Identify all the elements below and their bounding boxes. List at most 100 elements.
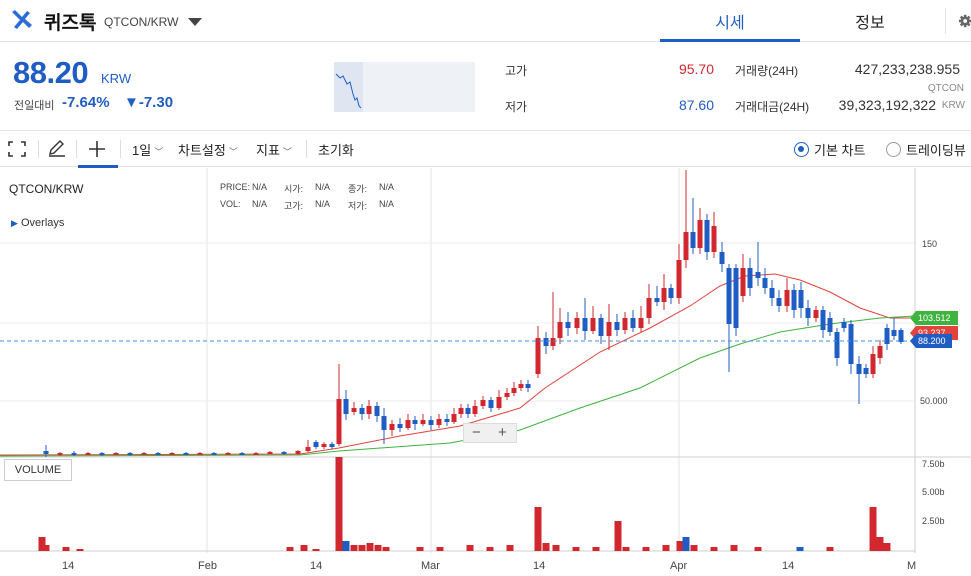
candle-body [472, 406, 478, 414]
volume-bar [342, 541, 350, 551]
ohlc-vol-val: N/A [252, 199, 268, 209]
ohlc-open-label: 시가: [284, 184, 304, 194]
price-chart[interactable]: 150 50.000 7.50b 5.00b 2.50b 103.512 93.237 88.… [0, 168, 971, 576]
candle-body [155, 453, 161, 455]
candle-body [405, 420, 411, 428]
indicators-menu[interactable]: 지표 ﹀ [256, 143, 292, 158]
candle-body [606, 322, 612, 336]
volume-bar [614, 521, 622, 551]
candle-body [557, 322, 563, 338]
candle-body [733, 268, 739, 328]
change-amount: ▼-7.30 [124, 94, 174, 111]
candle-body [313, 442, 319, 447]
candle-body [740, 268, 746, 296]
chart-settings-menu[interactable]: 차트설정 ﹀ [178, 143, 238, 158]
volume-bar [730, 545, 738, 551]
volume-bar [436, 547, 444, 551]
candle-body [374, 406, 380, 416]
candle-body [726, 268, 732, 324]
zoom-control: − + [463, 423, 517, 443]
candle-body [343, 399, 349, 414]
ohlc-low-label: 저가: [348, 201, 368, 211]
candle-body [211, 453, 217, 455]
chevron-down-icon: ﹀ [154, 147, 164, 157]
chevron-down-icon[interactable] [188, 18, 202, 26]
candle-body [848, 324, 854, 364]
candle-body [668, 288, 674, 298]
x-tick-label: 14 [782, 560, 794, 572]
change-label: 전일대비 [14, 100, 55, 112]
candle-body [535, 338, 541, 374]
candle-body [598, 318, 604, 336]
candle-body [183, 453, 189, 455]
y-tick-label: 150 [922, 239, 937, 249]
tradingview-label[interactable]: 트레이딩뷰 [906, 143, 966, 158]
candle-body [622, 318, 628, 330]
ma-long-tag-label: 103.512 [918, 313, 951, 323]
amount-value: 39,323,192,322 [838, 97, 936, 113]
zoom-out-button[interactable]: − [472, 424, 481, 441]
volume-bar [710, 547, 718, 551]
candle-body [436, 419, 442, 425]
candle-body [518, 384, 524, 388]
zoom-in-button[interactable]: + [498, 424, 507, 441]
gear-icon[interactable] [945, 8, 971, 34]
x-tick-label: 14 [310, 560, 322, 572]
volume-bar [38, 537, 46, 551]
ohlc-close-val: N/A [379, 182, 395, 192]
amount-label: 거래대금(24H) [735, 100, 810, 114]
interval-select[interactable]: 1일 ﹀ [132, 143, 164, 158]
volume-bar [676, 541, 684, 551]
overlays-toggle[interactable]: ▶ Overlays [11, 217, 65, 229]
chevron-down-icon: ﹀ [282, 147, 292, 157]
volume-bar [622, 547, 630, 551]
candle-body [683, 232, 689, 260]
tab-info[interactable]: 정보 [855, 15, 885, 32]
volume-tick-label: 7.50b [922, 459, 945, 469]
candle-body [863, 368, 869, 374]
candle-body [654, 298, 660, 302]
candle-body [329, 444, 335, 447]
candle-body [336, 399, 342, 444]
volume-bar [76, 549, 84, 551]
candle-body [397, 424, 403, 428]
volume-label: 거래량(24H) [735, 64, 799, 78]
candle-body [43, 451, 49, 454]
candle-body [444, 419, 450, 422]
change-rate: -7.64% [62, 94, 110, 111]
tab-price[interactable]: 시세 [715, 15, 745, 32]
pencil-icon[interactable] [47, 140, 67, 158]
volume-bar [42, 545, 50, 551]
candle-body [590, 318, 596, 331]
volume-bar [754, 547, 762, 551]
basic-chart-label[interactable]: 기본 차트 [814, 143, 866, 158]
chevron-down-icon: ﹀ [228, 147, 238, 157]
chart-toolbar: 1일 ﹀ 차트설정 ﹀ 지표 ﹀ 초기화 기본 차트 트레이딩뷰 [0, 130, 971, 168]
candle-body [141, 453, 147, 455]
volume-bar [286, 547, 294, 551]
volume-bar [466, 545, 474, 551]
candle-body [480, 400, 486, 406]
candle-body [582, 318, 588, 331]
candle-body [57, 453, 63, 455]
crosshair-icon[interactable] [88, 140, 106, 158]
candle-body [813, 310, 819, 318]
reset-button[interactable]: 초기화 [318, 143, 354, 158]
candlestick-chart[interactable]: 150 50.000 7.50b 5.00b 2.50b 103.512 93.23788.… [0, 168, 971, 576]
candle-body [321, 444, 327, 447]
candle-body [496, 397, 502, 408]
candle-body [856, 364, 862, 374]
candle-body [197, 453, 203, 455]
coin-pair[interactable]: QTCON/KRW [104, 15, 179, 29]
basic-chart-radio[interactable] [794, 142, 809, 157]
candle-body [99, 453, 105, 455]
fullscreen-icon[interactable] [8, 141, 26, 157]
volume-pane-label: VOLUME [4, 459, 72, 481]
candle-body [697, 220, 703, 248]
volume-bar [374, 545, 382, 551]
candle-body [525, 384, 531, 388]
volume-bar [642, 547, 650, 551]
ma-long-tag [910, 311, 958, 325]
tradingview-radio[interactable] [886, 142, 901, 157]
candle-body [458, 408, 464, 414]
